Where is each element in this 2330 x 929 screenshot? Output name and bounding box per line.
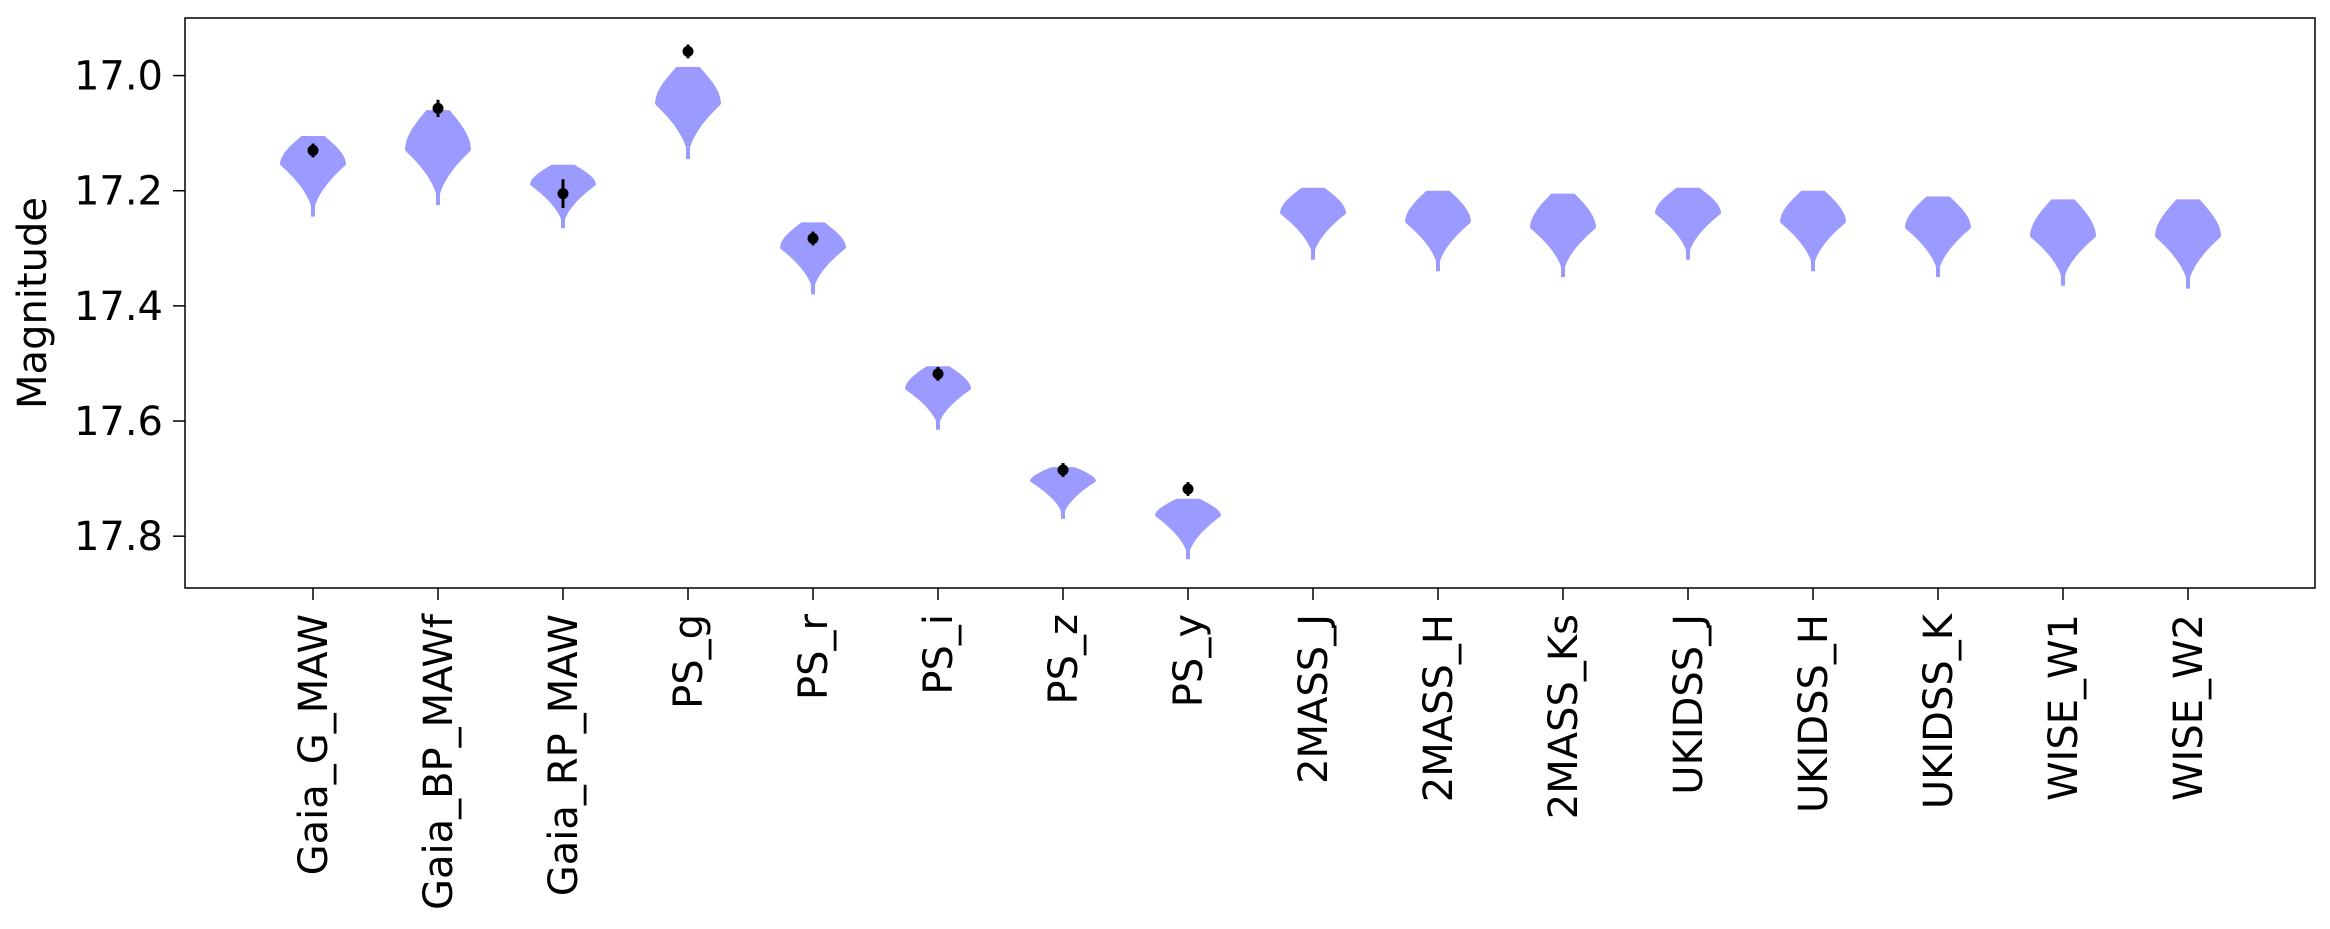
y-tick-label: 17.6 — [74, 399, 163, 445]
x-tick-label-2MASS_J: 2MASS_J — [1291, 614, 1337, 784]
x-tick-label-PS_i: PS_i — [916, 614, 962, 695]
observation-point-Gaia_G_MAW — [307, 144, 319, 156]
x-tick-label-2MASS_Ks: 2MASS_Ks — [1541, 614, 1587, 819]
violin-WISE_W2 — [2155, 199, 2221, 289]
x-tick-label-PS_r: PS_r — [791, 613, 837, 700]
x-tick-label-2MASS_H: 2MASS_H — [1416, 614, 1462, 802]
violin-PS_r — [780, 222, 846, 295]
y-tick-label: 17.2 — [74, 169, 163, 215]
x-tick-label-WISE_W2: WISE_W2 — [2166, 614, 2212, 801]
observation-point-Gaia_BP_MAWf — [432, 102, 444, 114]
violin-WISE_W1 — [2030, 199, 2096, 286]
plot-frame — [184, 17, 2316, 589]
x-tick-label-PS_z: PS_z — [1041, 614, 1087, 705]
violin-UKIDSS_H — [1780, 190, 1846, 272]
violin-PS_i — [905, 366, 971, 430]
observation-point-PS_g — [682, 45, 694, 57]
y-tick-label: 17.0 — [74, 54, 163, 100]
x-tick-label-PS_y: PS_y — [1166, 614, 1212, 707]
x-tick-label-PS_g: PS_g — [666, 614, 712, 709]
x-tick-label-Gaia_RP_MAW: Gaia_RP_MAW — [541, 614, 587, 896]
x-tick-label-Gaia_BP_MAWf: Gaia_BP_MAWf — [416, 613, 462, 910]
violin-Gaia_G_MAW — [280, 136, 346, 217]
observation-point-PS_i — [932, 368, 944, 380]
x-tick-label-Gaia_G_MAW: Gaia_G_MAW — [291, 614, 337, 875]
violin-Gaia_BP_MAWf — [405, 110, 471, 206]
violin-PS_g — [655, 66, 721, 160]
violin-series — [280, 66, 2221, 560]
x-tick-label-UKIDSS_H: UKIDSS_H — [1791, 614, 1837, 813]
x-axis: Gaia_G_MAW Gaia_BP_MAWf Gaia_RP_MAW PS_g PS_… — [291, 588, 2212, 910]
x-tick-label-UKIDSS_K: UKIDSS_K — [1916, 612, 1962, 809]
observation-point-Gaia_RP_MAW — [557, 188, 569, 200]
violin-PS_z — [1030, 467, 1096, 519]
observation-point-PS_z — [1057, 464, 1069, 476]
observation-point-PS_y — [1182, 483, 1194, 495]
violin-2MASS_Ks — [1530, 193, 1596, 278]
violin-UKIDSS_J — [1655, 187, 1721, 260]
y-axis-title: Magnitude — [10, 197, 56, 409]
y-axis: 17.0 17.2 17.4 17.6 17.8 — [74, 54, 185, 560]
observation-series — [307, 44, 1194, 496]
violin-2MASS_H — [1405, 190, 1471, 272]
x-tick-label-WISE_W1: WISE_W1 — [2041, 614, 2087, 801]
observation-point-PS_r — [807, 233, 819, 245]
y-tick-label: 17.4 — [74, 284, 163, 330]
violin-2MASS_J — [1280, 187, 1346, 260]
violin-PS_y — [1155, 498, 1221, 560]
x-tick-label-UKIDSS_J: UKIDSS_J — [1666, 614, 1712, 795]
y-tick-label: 17.8 — [74, 514, 163, 560]
violin-UKIDSS_K — [1905, 196, 1971, 278]
